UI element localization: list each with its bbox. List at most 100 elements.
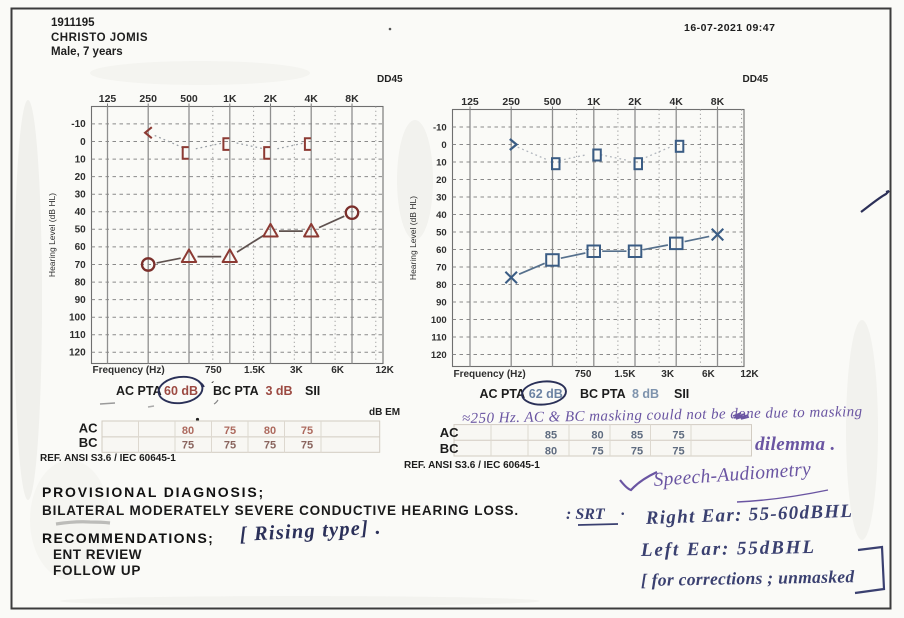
svg-text:Hearing Level (dB HL): Hearing Level (dB HL) xyxy=(47,193,57,277)
svg-text:120: 120 xyxy=(431,350,447,361)
svg-text:8K: 8K xyxy=(345,93,359,105)
svg-text:≈250 Hz. AC & BC masking could: ≈250 Hz. AC & BC masking could not be do… xyxy=(462,404,863,427)
svg-text:3K: 3K xyxy=(290,365,304,376)
svg-text:125: 125 xyxy=(461,96,479,108)
svg-text:-10: -10 xyxy=(71,119,86,130)
svg-text:DD45: DD45 xyxy=(743,74,769,85)
svg-text:AC PTA: AC PTA xyxy=(116,384,162,398)
svg-text:75: 75 xyxy=(672,430,684,442)
svg-text:BILATERAL MODERATELY SEVERE CO: BILATERAL MODERATELY SEVERE CONDUCTIVE H… xyxy=(42,503,519,518)
svg-text:12K: 12K xyxy=(376,365,395,376)
svg-text:Speech-Audiometry: Speech-Audiometry xyxy=(653,459,812,491)
svg-text:0: 0 xyxy=(80,137,86,148)
svg-text:2K: 2K xyxy=(628,96,642,108)
svg-text:500: 500 xyxy=(180,93,198,105)
svg-text:80: 80 xyxy=(264,425,276,437)
svg-text:1K: 1K xyxy=(223,93,237,105)
svg-text:1.5K: 1.5K xyxy=(614,369,636,380)
svg-text:60: 60 xyxy=(75,242,87,253)
svg-text:80: 80 xyxy=(75,277,87,288)
svg-text:80: 80 xyxy=(182,425,194,437)
svg-text:16-07-2021 09:47: 16-07-2021 09:47 xyxy=(684,22,775,34)
svg-text:40: 40 xyxy=(436,210,447,221)
svg-text:8K: 8K xyxy=(711,96,725,108)
svg-text:80: 80 xyxy=(591,430,603,442)
svg-text:0: 0 xyxy=(441,140,446,151)
svg-text:BC: BC xyxy=(79,435,98,450)
svg-text:6K: 6K xyxy=(702,369,716,380)
svg-text:50: 50 xyxy=(436,227,447,238)
svg-text:Hearing Level (dB HL): Hearing Level (dB HL) xyxy=(408,196,418,280)
svg-text:90: 90 xyxy=(436,297,447,308)
svg-text:10: 10 xyxy=(436,157,447,168)
svg-text:Left Ear: 55dBHL: Left Ear: 55dBHL xyxy=(640,537,816,561)
svg-text:85: 85 xyxy=(545,430,557,442)
svg-text:FOLLOW UP: FOLLOW UP xyxy=(53,563,141,578)
svg-text:750: 750 xyxy=(575,369,592,380)
svg-text:20: 20 xyxy=(436,175,447,186)
svg-text:120: 120 xyxy=(69,348,86,359)
svg-text:BC PTA: BC PTA xyxy=(580,387,626,401)
svg-text:750: 750 xyxy=(205,365,222,376)
svg-text:10: 10 xyxy=(75,154,87,165)
svg-text:PROVISIONAL DIAGNOSIS;: PROVISIONAL DIAGNOSIS; xyxy=(42,484,265,500)
svg-text:-10: -10 xyxy=(433,122,447,133)
svg-text:50: 50 xyxy=(75,225,87,236)
svg-text:AC: AC xyxy=(440,425,459,440)
svg-text:250: 250 xyxy=(139,93,157,105)
svg-text:3K: 3K xyxy=(661,369,675,380)
svg-text:62 dB: 62 dB xyxy=(529,387,563,401)
svg-text:12K: 12K xyxy=(740,369,759,380)
svg-text:4K: 4K xyxy=(304,93,318,105)
svg-text:250: 250 xyxy=(502,96,520,108)
svg-text:SII: SII xyxy=(305,384,320,398)
svg-text:20: 20 xyxy=(75,172,87,183)
svg-text:75: 75 xyxy=(224,440,236,452)
svg-text:100: 100 xyxy=(69,313,86,324)
svg-text:75: 75 xyxy=(591,446,603,458)
svg-text:90: 90 xyxy=(75,295,87,306)
svg-text:Right Ear: 55-60dBHL: Right Ear: 55-60dBHL xyxy=(644,501,853,529)
svg-text:8 dB: 8 dB xyxy=(632,387,659,401)
svg-text:80: 80 xyxy=(545,446,557,458)
svg-text:60: 60 xyxy=(436,245,447,256)
svg-text:REF. ANSI S3.6 / IEC 60645-1: REF. ANSI S3.6 / IEC 60645-1 xyxy=(404,460,540,471)
svg-text:110: 110 xyxy=(70,330,87,341)
svg-text:100: 100 xyxy=(431,315,447,326)
svg-text:BC PTA: BC PTA xyxy=(213,384,259,398)
svg-text:dB EM: dB EM xyxy=(369,407,400,418)
svg-text:[ Rising type] .: [ Rising type] . xyxy=(239,517,382,546)
svg-text:CHRISTO JOMIS: CHRISTO JOMIS xyxy=(51,32,148,44)
svg-text:75: 75 xyxy=(264,440,276,452)
svg-text:75: 75 xyxy=(672,446,684,458)
svg-text:75: 75 xyxy=(224,425,236,437)
svg-text:3 dB: 3 dB xyxy=(266,384,293,398)
svg-text:30: 30 xyxy=(75,190,87,201)
svg-text:40: 40 xyxy=(75,207,87,218)
svg-text:AC: AC xyxy=(79,421,98,436)
svg-text:75: 75 xyxy=(182,440,194,452)
svg-text:70: 70 xyxy=(436,262,447,273)
svg-text:BC: BC xyxy=(440,441,459,456)
svg-text:1K: 1K xyxy=(587,96,601,108)
svg-text:6K: 6K xyxy=(331,365,345,376)
svg-text:4K: 4K xyxy=(669,96,683,108)
svg-text:1911195: 1911195 xyxy=(51,17,95,29)
svg-text:70: 70 xyxy=(75,260,87,271)
svg-text:´: ´ xyxy=(211,381,214,392)
svg-text:500: 500 xyxy=(544,96,562,108)
svg-text:75: 75 xyxy=(301,425,313,437)
svg-text:REF. ANSI S3.6 / IEC 60645-1: REF. ANSI S3.6 / IEC 60645-1 xyxy=(40,453,176,464)
svg-text:AC PTA: AC PTA xyxy=(480,387,526,401)
svg-text:RECOMMENDATIONS;: RECOMMENDATIONS; xyxy=(42,530,214,546)
svg-text:110: 110 xyxy=(431,332,446,343)
svg-text:125: 125 xyxy=(99,93,117,105)
svg-text:Frequency (Hz): Frequency (Hz) xyxy=(454,369,526,380)
svg-text:ENT REVIEW: ENT REVIEW xyxy=(53,547,142,562)
svg-text:85: 85 xyxy=(631,430,643,442)
svg-text:75: 75 xyxy=(301,440,313,452)
svg-text:75: 75 xyxy=(631,446,643,458)
svg-text:30: 30 xyxy=(436,192,447,203)
svg-text:Male, 7 years: Male, 7 years xyxy=(51,46,123,58)
svg-text:[ for corrections ; unmasked: [ for corrections ; unmasked xyxy=(641,566,855,590)
